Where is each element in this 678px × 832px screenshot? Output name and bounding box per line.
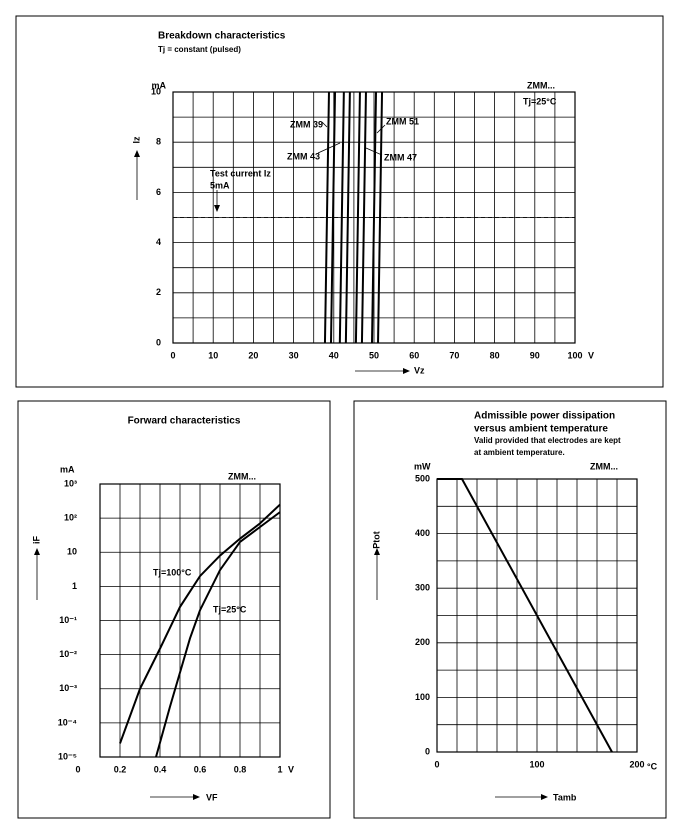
y-tick-label: 200 [415, 637, 430, 647]
series-label: Tj=100°C [153, 567, 192, 577]
x-tick-label: 0.2 [114, 764, 127, 774]
x-tick-label: 40 [329, 350, 339, 360]
y-tick-label: 8 [156, 137, 161, 147]
annotation: Tj=25°C [523, 96, 557, 106]
x-unit: °C [647, 761, 658, 771]
y-unit: mW [414, 461, 431, 471]
plot-border [436, 478, 638, 753]
x-unit: V [288, 764, 294, 774]
arrow-head [403, 368, 410, 374]
x-axis-label: Tamb [553, 792, 577, 802]
y-tick-label: 0 [425, 746, 430, 756]
series-leader [321, 121, 328, 128]
chart-frame [17, 400, 331, 819]
y-tick-label: 10⁻¹ [59, 615, 77, 625]
x-tick-label: 0 [170, 350, 175, 360]
series-label: ZMM 39 [290, 119, 323, 129]
data-line [354, 91, 367, 344]
y-axis-label: iF [31, 535, 41, 544]
y-tick-label: 10⁻⁵ [58, 751, 77, 761]
series-label: ZMM 47 [384, 152, 417, 162]
chart-title: Admissible power dissipation [474, 411, 615, 422]
series-label: Tj=25°C [213, 604, 247, 614]
series-leader [317, 142, 341, 154]
y-tick-label: 10⁻³ [59, 683, 77, 693]
chart-frame [353, 400, 667, 819]
plot-border [99, 483, 281, 758]
series-leader [376, 124, 386, 134]
data-line [437, 478, 613, 753]
chart-note: Valid provided that electrodes are kept [474, 436, 621, 445]
y-unit: mA [60, 464, 75, 474]
annotation: ZMM... [590, 461, 618, 471]
x-tick-label: 30 [289, 350, 299, 360]
x-axis-label: VF [206, 792, 218, 802]
x-tick-label: 1 [277, 764, 282, 774]
x-tick-label: 70 [449, 350, 459, 360]
x-tick-label: 60 [409, 350, 419, 360]
chart-subtitle: Tj = constant (pulsed) [158, 45, 241, 54]
annotation: ZMM... [527, 80, 555, 90]
y-axis-label: Iz [131, 136, 141, 144]
y-tick-label: 10² [64, 513, 77, 523]
y-tick-label: 1 [72, 581, 77, 591]
y-tick-label: 4 [156, 237, 161, 247]
chart-title: versus ambient temperature [474, 424, 608, 435]
series-leader [365, 147, 383, 156]
arrow-head [214, 205, 220, 212]
x-tick-label: 90 [530, 350, 540, 360]
y-tick-label: 400 [415, 528, 430, 538]
chart-note: at ambient temperature. [474, 448, 565, 457]
reference-label: Test current Iz [210, 168, 271, 178]
data-line [370, 91, 384, 344]
y-tick-label: 6 [156, 187, 161, 197]
y-tick-label: 10 [151, 86, 161, 96]
x-tick-label: 0.6 [194, 764, 207, 774]
y-tick-label: 0 [156, 337, 161, 347]
y-tick-label: 10³ [64, 478, 77, 488]
y-tick-label: 10⁻² [59, 649, 77, 659]
y-tick-label: 300 [415, 583, 430, 593]
series-label: ZMM 51 [386, 116, 419, 126]
arrow-head [541, 794, 548, 800]
y-tick-label: 10 [67, 547, 77, 557]
x-tick-label: 200 [629, 759, 644, 769]
x-tick-label: 100 [529, 759, 544, 769]
chart-title: Forward characteristics [128, 416, 241, 427]
arrow-head [374, 548, 380, 555]
x-tick-label: 0.4 [154, 764, 167, 774]
y-unit: mA [151, 80, 166, 90]
data-line [155, 511, 281, 758]
x-tick-label: 0 [434, 759, 439, 769]
arrow-head [193, 794, 200, 800]
series-label: ZMM 43 [287, 151, 320, 161]
chart-title: Breakdown characteristics [158, 31, 286, 42]
reference-label: 5mA [210, 180, 230, 190]
data-line [323, 91, 337, 344]
y-tick-label: 100 [415, 692, 430, 702]
y-tick-label: 500 [415, 473, 430, 483]
arrow-head [134, 150, 140, 157]
x-unit: V [588, 350, 594, 360]
x-tick-label: 100 [567, 350, 582, 360]
x-tick-label: 50 [369, 350, 379, 360]
y-tick-label: 10⁻⁴ [58, 717, 77, 727]
data-line [119, 503, 281, 744]
data-line [338, 91, 351, 344]
annotation: ZMM... [228, 471, 256, 481]
chart-frame [15, 15, 664, 388]
x-tick-label: 0.8 [234, 764, 247, 774]
arrow-head [34, 548, 40, 555]
x-tick-label: 80 [490, 350, 500, 360]
x-axis-label: Vz [414, 365, 425, 375]
y-axis-label: Ptot [371, 531, 381, 549]
x-origin-label: 0 [75, 764, 80, 774]
x-tick-label: 20 [248, 350, 258, 360]
x-tick-label: 10 [208, 350, 218, 360]
y-tick-label: 2 [156, 287, 161, 297]
